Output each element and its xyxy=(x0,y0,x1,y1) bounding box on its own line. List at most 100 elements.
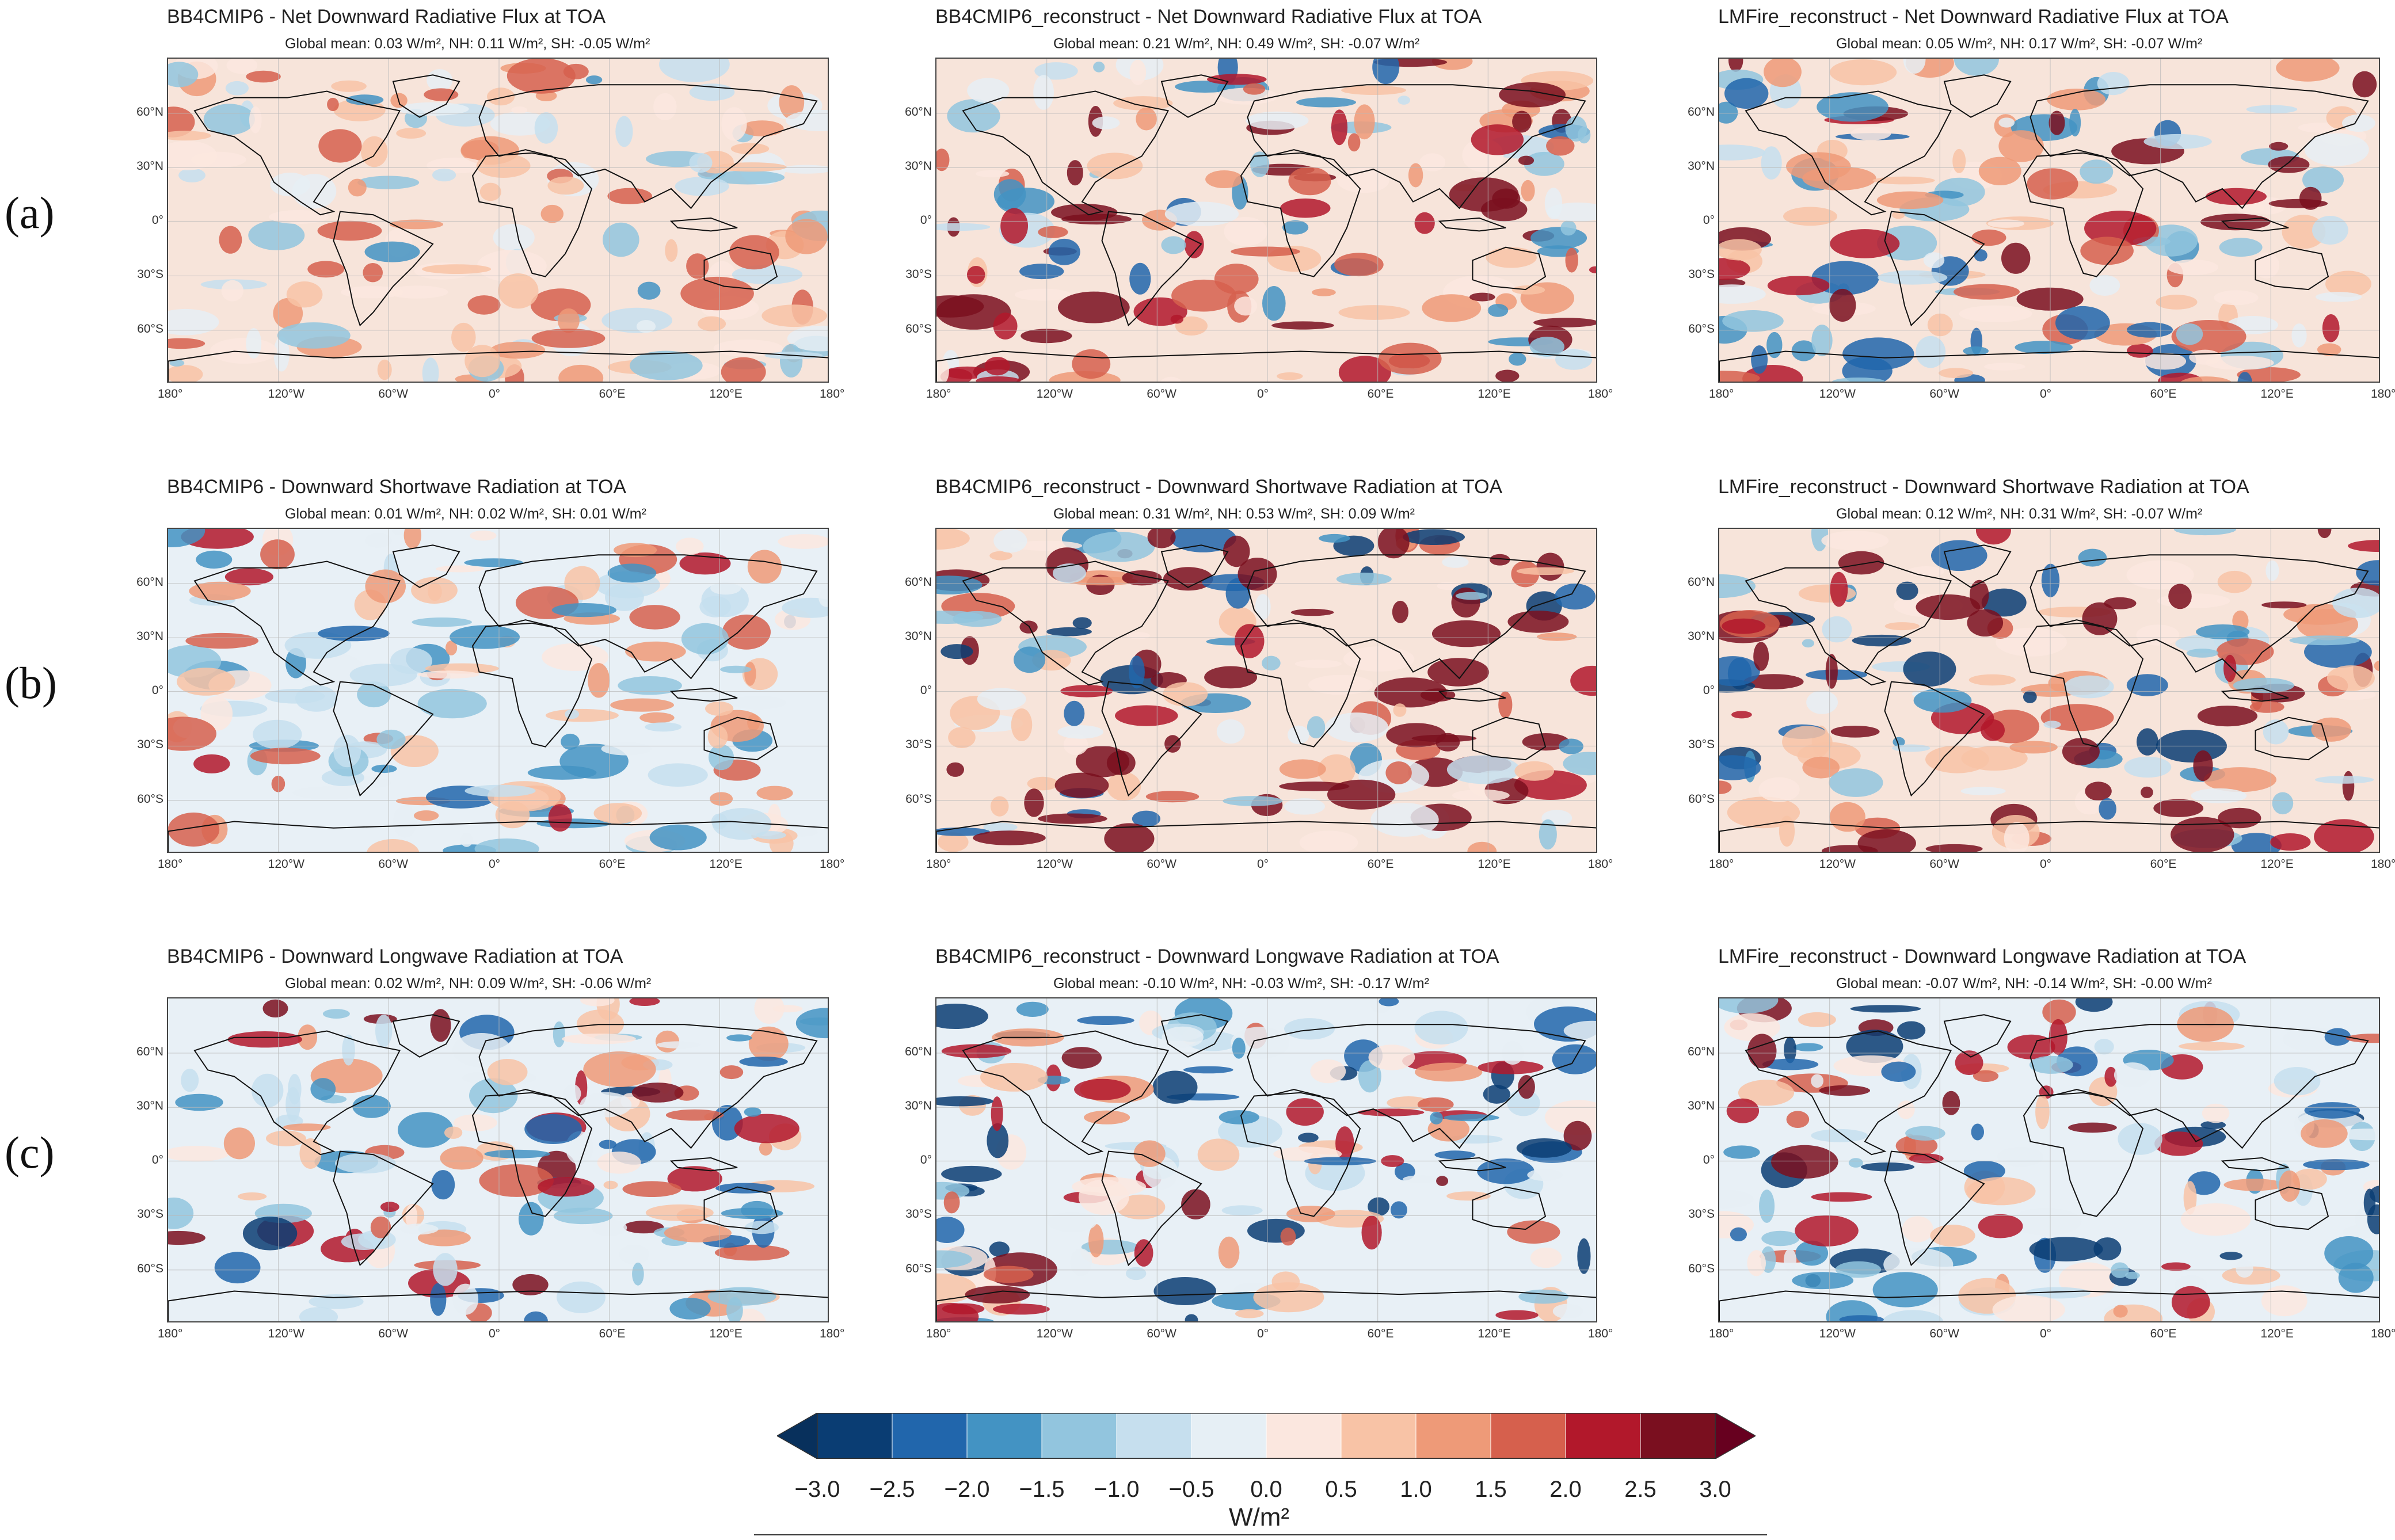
anomaly-blob xyxy=(1563,752,1596,776)
anomaly-blob xyxy=(1077,1016,1134,1025)
anomaly-blob xyxy=(1817,92,1888,122)
anomaly-blob xyxy=(1565,116,1587,142)
anomaly-blob xyxy=(168,529,205,547)
anomaly-blob xyxy=(1129,262,1151,295)
anomaly-blob xyxy=(748,1026,789,1061)
anomaly-blob xyxy=(1469,292,1495,302)
anomaly-blob xyxy=(1529,337,1564,357)
anomaly-blob xyxy=(1471,124,1524,155)
anomaly-blob xyxy=(1563,1120,1592,1151)
anomaly-blob xyxy=(389,219,444,230)
panel-global-mean: Global mean: 0.02 W/m², NH: 0.09 W/m², S… xyxy=(285,975,652,992)
anomaly-blob xyxy=(1046,627,1092,636)
lat-tick-label: 30°S xyxy=(905,268,932,281)
panel-title: BB4CMIP6 - Downward Shortwave Radiation … xyxy=(167,476,627,498)
anomaly-blob xyxy=(2062,738,2100,765)
lon-tick-label: 120°E xyxy=(709,387,743,401)
anomaly-blob xyxy=(625,641,686,662)
anomaly-blob xyxy=(680,276,754,311)
lat-tick-label: 60°S xyxy=(1688,792,1715,806)
lat-tick-label: 60°S xyxy=(905,792,932,806)
anomaly-blob xyxy=(1231,246,1300,257)
anomaly-blob xyxy=(2180,1203,2251,1236)
anomaly-blob xyxy=(1126,632,1151,639)
anomaly-blob xyxy=(565,709,580,719)
panel-global-mean: Global mean: 0.12 W/m², NH: 0.31 W/m², S… xyxy=(1836,506,2203,522)
anomaly-blob xyxy=(292,174,337,209)
anomaly-blob xyxy=(649,824,707,851)
anomaly-blob xyxy=(1232,1038,1246,1059)
anomaly-blob xyxy=(1038,226,1068,238)
anomaly-blob xyxy=(1839,1315,1884,1321)
anomaly-blob xyxy=(393,805,417,838)
anomaly-blob xyxy=(1414,1011,1468,1045)
anomaly-blob xyxy=(398,1112,454,1148)
anomaly-blob xyxy=(795,1008,828,1039)
anomaly-field xyxy=(936,998,1596,1321)
map-panel: LMFire_reconstruct - Downward Shortwave … xyxy=(1688,476,2395,890)
lat-tick-label: 60°S xyxy=(137,322,163,336)
anomaly-blob xyxy=(403,529,421,549)
anomaly-blob xyxy=(476,154,531,178)
anomaly-blob xyxy=(1153,1277,1216,1305)
anomaly-blob xyxy=(2042,999,2076,1025)
anomaly-blob xyxy=(1354,104,1375,140)
anomaly-blob xyxy=(422,264,492,274)
anomaly-blob xyxy=(467,295,501,315)
anomaly-blob xyxy=(2363,1188,2376,1217)
anomaly-field xyxy=(1719,529,2379,852)
anomaly-blob xyxy=(507,59,576,94)
anomaly-blob xyxy=(2047,89,2106,110)
anomaly-blob xyxy=(2269,142,2289,151)
lon-tick-label: 0° xyxy=(2040,857,2052,871)
anomaly-blob xyxy=(1719,780,1732,794)
anomaly-blob xyxy=(1224,217,1267,246)
anomaly-blob xyxy=(490,341,546,359)
lat-tick-label: 30°S xyxy=(137,268,163,281)
lon-tick-label: 120°W xyxy=(1819,387,1856,401)
anomaly-blob xyxy=(484,1149,550,1158)
anomaly-blob xyxy=(973,830,1046,845)
anomaly-blob xyxy=(1115,705,1178,726)
colorbar-unit: W/m² xyxy=(1229,1503,1290,1531)
colorbar-tick-label: 2.0 xyxy=(1549,1477,1582,1502)
anomaly-blob xyxy=(477,250,547,283)
anomaly-blob xyxy=(1905,1126,1945,1141)
anomaly-blob xyxy=(1829,802,1865,832)
anomaly-blob xyxy=(1343,646,1415,672)
anomaly-blob xyxy=(1197,1138,1240,1171)
anomaly-blob xyxy=(989,1241,1010,1257)
anomaly-blob xyxy=(1170,314,1183,324)
panel-title: BB4CMIP6_reconstruct - Downward Longwave… xyxy=(935,946,1499,967)
coastline xyxy=(168,350,828,382)
anomaly-blob xyxy=(1271,321,1334,330)
anomaly-blob xyxy=(1286,1098,1324,1126)
anomaly-blob xyxy=(1455,592,1487,600)
anomaly-blob xyxy=(524,1311,548,1321)
anomaly-blob xyxy=(2342,114,2375,132)
coastline xyxy=(2030,554,2369,680)
anomaly-blob xyxy=(1414,212,1435,234)
anomaly-blob xyxy=(299,1307,338,1321)
lat-tick-label: 60°S xyxy=(905,322,932,336)
anomaly-blob xyxy=(2093,1237,2122,1261)
map-panel: BB4CMIP6_reconstruct - Downward Longwave… xyxy=(905,946,1661,1360)
lon-tick-label: 60°E xyxy=(2150,1327,2177,1340)
anomaly-blob xyxy=(1719,656,1760,687)
anomaly-blob xyxy=(386,285,448,299)
anomaly-blob xyxy=(1288,166,1331,196)
anomaly-blob xyxy=(1829,768,1883,797)
anomaly-blob xyxy=(936,611,984,624)
anomaly-blob xyxy=(585,75,603,85)
anomaly-blob xyxy=(370,1216,391,1238)
lat-tick-label: 0° xyxy=(151,213,163,227)
anomaly-blob xyxy=(1511,561,1540,588)
anomaly-blob xyxy=(181,1069,199,1092)
anomaly-blob xyxy=(1998,130,2044,162)
anomaly-blob xyxy=(252,1073,284,1108)
anomaly-blob xyxy=(377,359,392,380)
lon-tick-label: 120°W xyxy=(1819,1327,1856,1340)
anomaly-blob xyxy=(168,106,195,138)
anomaly-blob xyxy=(1722,618,1766,634)
anomaly-blob xyxy=(1152,1070,1198,1104)
